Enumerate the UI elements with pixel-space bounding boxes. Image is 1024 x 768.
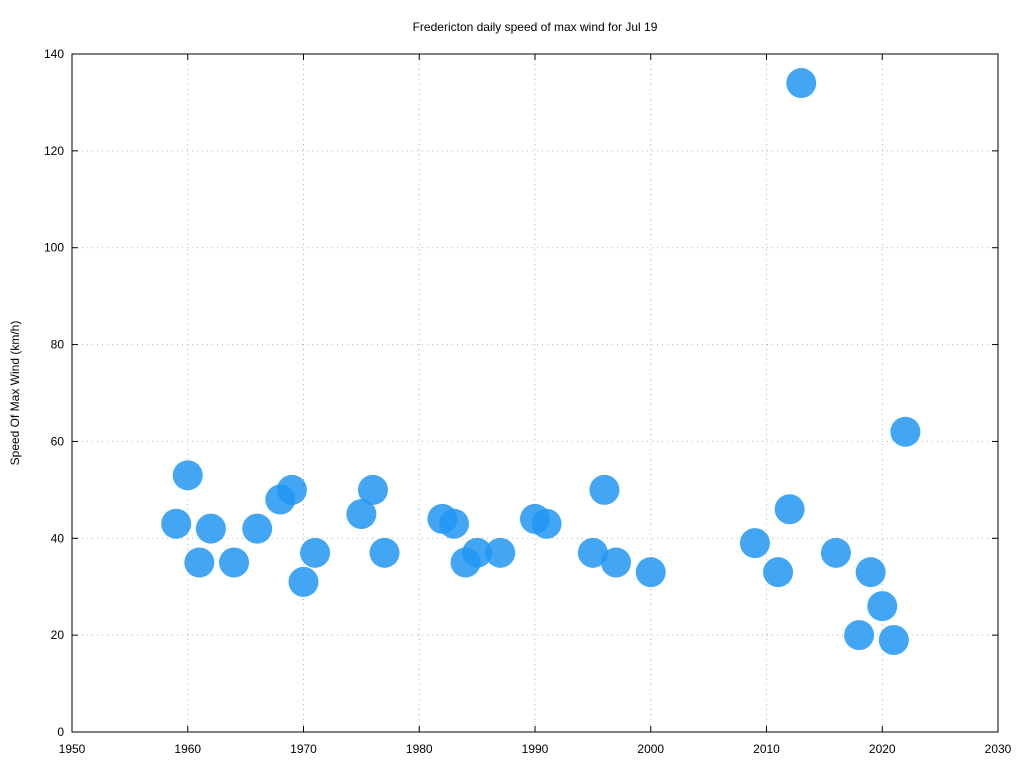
data-point bbox=[601, 547, 632, 578]
data-point bbox=[844, 620, 875, 651]
data-point bbox=[878, 624, 909, 655]
data-point bbox=[288, 566, 319, 597]
y-tick-label: 0 bbox=[57, 725, 64, 739]
data-point bbox=[867, 591, 898, 622]
data-point bbox=[890, 416, 921, 447]
data-point bbox=[438, 508, 469, 539]
data-point bbox=[774, 494, 805, 525]
axis-ticks: 1950 1960 1970 1980 1990 2000 2010 2020 2030 0 20 4… bbox=[44, 47, 1012, 756]
data-point bbox=[300, 537, 331, 568]
data-point bbox=[276, 474, 307, 505]
y-tick-label: 80 bbox=[51, 338, 65, 352]
data-point bbox=[195, 513, 226, 544]
data-point bbox=[357, 474, 388, 505]
x-tick-label: 2000 bbox=[637, 742, 664, 756]
data-point bbox=[369, 537, 400, 568]
data-point bbox=[589, 474, 620, 505]
y-tick-label: 140 bbox=[44, 47, 64, 61]
y-axis-label: Speed Of Max Wind (km/h) bbox=[8, 321, 22, 466]
data-point bbox=[531, 508, 562, 539]
data-point bbox=[242, 513, 273, 544]
y-tick-label: 100 bbox=[44, 241, 64, 255]
data-point bbox=[219, 547, 250, 578]
data-point bbox=[485, 537, 516, 568]
data-point bbox=[855, 557, 886, 588]
data-point bbox=[184, 547, 215, 578]
x-tick-label: 2020 bbox=[869, 742, 896, 756]
x-tick-label: 1960 bbox=[174, 742, 201, 756]
data-point bbox=[635, 557, 666, 588]
plot-frame bbox=[71, 53, 999, 733]
x-tick-label: 1980 bbox=[406, 742, 433, 756]
x-tick-label: 1950 bbox=[59, 742, 86, 756]
data-point bbox=[161, 508, 192, 539]
y-tick-label: 40 bbox=[51, 531, 65, 545]
x-tick-label: 1970 bbox=[290, 742, 317, 756]
y-tick-label: 120 bbox=[44, 144, 64, 158]
x-tick-label: 2030 bbox=[985, 742, 1012, 756]
x-tick-label: 2010 bbox=[753, 742, 780, 756]
data-point bbox=[462, 537, 493, 568]
data-point bbox=[739, 528, 770, 559]
data-point bbox=[577, 537, 608, 568]
y-tick-label: 20 bbox=[51, 628, 65, 642]
data-point bbox=[172, 460, 203, 491]
data-point bbox=[786, 68, 817, 99]
data-point bbox=[820, 537, 851, 568]
x-tick-label: 1990 bbox=[522, 742, 549, 756]
data-point bbox=[346, 499, 377, 530]
chart-title: Fredericton daily speed of max wind for … bbox=[413, 20, 658, 34]
data-point bbox=[763, 557, 794, 588]
data-points bbox=[161, 68, 921, 655]
y-tick-label: 60 bbox=[51, 434, 65, 448]
